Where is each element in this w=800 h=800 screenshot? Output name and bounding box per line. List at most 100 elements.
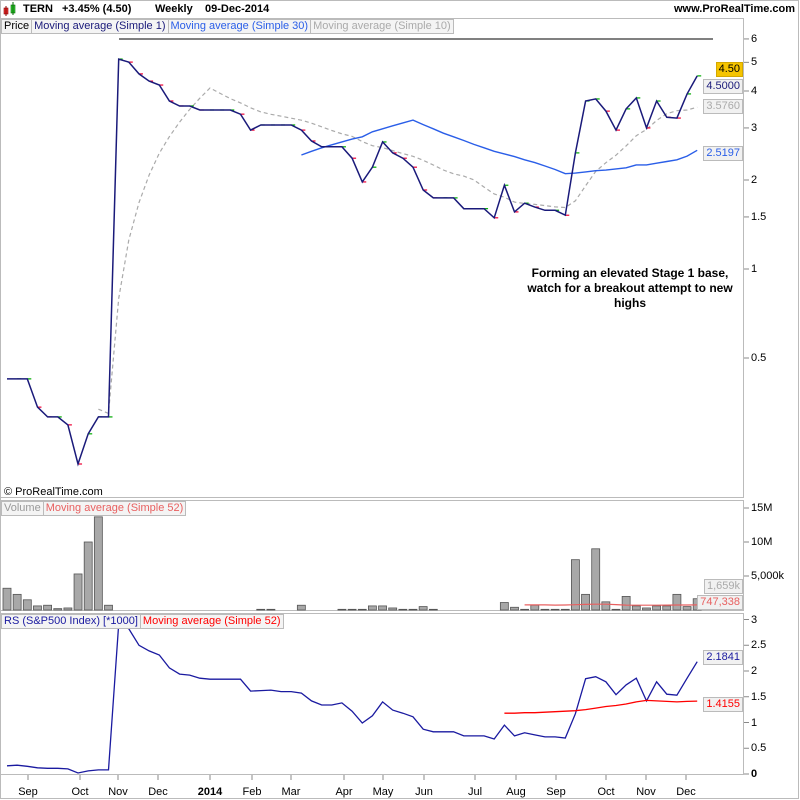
symbol: TERN (23, 3, 53, 15)
volume-bar (73, 573, 83, 611)
volume-bar (388, 607, 398, 611)
rs-axis-label: 3 (751, 613, 758, 626)
time-axis-label: Nov (108, 786, 128, 798)
rs-axis-label: 0.5 (751, 742, 767, 755)
volume-bar (571, 559, 580, 611)
volume-bar (43, 604, 52, 611)
time-axis-label: Dec (676, 786, 696, 798)
volume-bar (662, 605, 672, 611)
rs-ma-badge: 1.4155 (703, 697, 743, 712)
volume-bar (642, 607, 651, 611)
legend-volume[interactable]: Volume (2, 502, 44, 515)
chart-header: TERN +3.45% (4.50) Weekly 09-Dec-2014 ww… (0, 0, 800, 18)
volume-bar (520, 608, 530, 611)
rs-line (6, 623, 698, 774)
volume-bar (93, 516, 103, 611)
volume-bar (296, 604, 306, 611)
time-axis-label: Oct (71, 786, 89, 798)
time-axis-label: Dec (148, 786, 168, 798)
legend-rs-ma[interactable]: Moving average (Simple 52) (142, 615, 281, 627)
volume-panel (0, 500, 744, 611)
volume-bar (611, 608, 621, 611)
volume-bar (357, 608, 367, 611)
rs-axis-label: 0 (751, 768, 758, 780)
volume-ma-line (524, 603, 698, 606)
volume-bar (581, 593, 590, 611)
volume-ma-badge: 747,338 (697, 595, 743, 610)
rs-legend: RS (S&P500 Index) [*1000] Moving average… (1, 614, 284, 629)
time-axis-label: Jul (467, 786, 483, 798)
volume-bar (540, 608, 550, 611)
volume-bar (337, 608, 347, 611)
volume-axis-label: 5,000k (751, 570, 785, 582)
legend-ma30[interactable]: Moving average (Simple 30) (169, 20, 312, 33)
time-axis-label: Jun (415, 786, 433, 798)
price-axis-label: 1 (751, 263, 758, 275)
volume-bar (499, 602, 509, 611)
price-axis-label: 5 (751, 56, 758, 69)
volume-bar (682, 606, 692, 611)
price-panel (0, 18, 744, 498)
site-link[interactable]: www.ProRealTime.com (674, 3, 796, 15)
legend-ma1[interactable]: Moving average (Simple 1) (32, 20, 169, 33)
price-axis-label: 3 (751, 121, 758, 134)
volume-bar (266, 608, 276, 611)
date: 09-Dec-2014 (205, 3, 270, 15)
legend-volume-ma[interactable]: Moving average (Simple 52) (45, 502, 184, 514)
last-price-badge: 4.50 (715, 62, 743, 77)
time-axis-label: Sep (18, 786, 38, 798)
volume-bar (530, 604, 540, 611)
volume-axis-label: 15M (751, 502, 773, 514)
chart-annotation: Forming an elevated Stage 1 base, watch … (527, 266, 733, 310)
volume-bar (378, 605, 387, 611)
rs-panel (0, 613, 744, 775)
volume-legend: Volume Moving average (Simple 52) (1, 501, 187, 516)
time-axis-label: 2014 (197, 786, 223, 798)
volume-bar (367, 605, 377, 611)
volume-bar (510, 606, 519, 611)
price-axis-label: 6 (751, 32, 758, 45)
volume-bar (63, 607, 73, 611)
volume-bar (53, 608, 63, 611)
legend-rs[interactable]: RS (S&P500 Index) [*1000] (2, 615, 141, 628)
volume-bar (601, 601, 611, 611)
volume-badge: 1,659k (703, 579, 743, 594)
volume-bar (550, 608, 560, 611)
volume-bar (408, 608, 418, 611)
rs-ma-line (504, 699, 698, 714)
period[interactable]: Weekly (155, 3, 193, 15)
ma30-line (301, 119, 698, 175)
price-axis-label: 2 (751, 174, 758, 186)
time-axis-label: May (372, 786, 394, 798)
time-axis-label: Sep (546, 786, 566, 798)
volume-bar (104, 604, 113, 611)
volume-bar (418, 606, 428, 611)
ma1-line (7, 58, 698, 467)
price-legend: Price Moving average (Simple 1) Moving a… (1, 19, 454, 34)
volume-bar (2, 587, 12, 611)
rs-axis-label: 1 (751, 716, 758, 729)
volume-bar (22, 599, 32, 611)
volume-bar (672, 593, 682, 611)
volume-bar (560, 608, 570, 611)
time-axis-label: Mar (281, 786, 301, 798)
volume-bar (12, 593, 22, 611)
legend-ma10[interactable]: Moving average (Simple 10) (313, 20, 451, 32)
volume-bar (83, 541, 93, 611)
price-axis-label: 0.5 (751, 352, 767, 364)
price-axis-label: 1.5 (751, 210, 767, 223)
rs-axis-label: 2 (751, 665, 758, 677)
rs-axis-label: 1.5 (751, 690, 767, 703)
volume-axis-label: 10M (751, 536, 773, 548)
candlestick-logo-icon (3, 2, 16, 16)
legend-price[interactable]: Price (2, 20, 33, 33)
ma1-badge: 4.5000 (703, 79, 743, 94)
ma10-badge: 3.5760 (703, 99, 743, 114)
time-axis-label: Oct (597, 786, 615, 798)
volume-bar (256, 608, 266, 611)
time-axis-label: Feb (242, 786, 262, 798)
ma30-badge: 2.5197 (703, 146, 743, 161)
price-axis-label: 4 (751, 85, 758, 97)
price-change: +3.45% (4.50) (62, 3, 132, 15)
